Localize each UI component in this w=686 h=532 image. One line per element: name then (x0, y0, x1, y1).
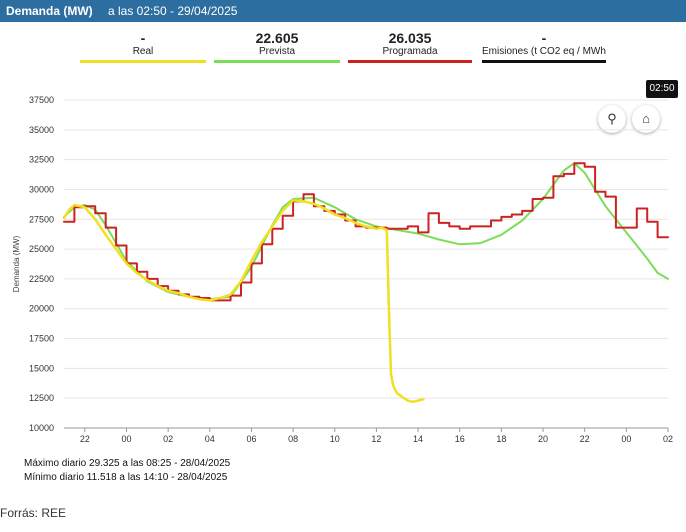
x-tick-label: 00 (621, 434, 631, 444)
legend-item-programada[interactable]: 26.035 Programada (348, 30, 472, 63)
legend-item-real[interactable]: - Real (80, 30, 206, 63)
factory-icon: ⌂ (642, 111, 650, 126)
y-tick-label: 17500 (29, 334, 54, 344)
header-subtitle: a las 02:50 - 29/04/2025 (108, 4, 238, 18)
time-tooltip: 02:50 (646, 80, 678, 98)
y-tick-label: 30000 (29, 184, 54, 194)
wind-turbine-button[interactable]: ⚲ (598, 105, 626, 133)
x-tick-label: 22 (580, 434, 590, 444)
legend-label-real: Real (132, 46, 154, 57)
factory-button[interactable]: ⌂ (632, 105, 660, 133)
x-tick-label: 14 (413, 434, 423, 444)
legend-value-prevista: 22.605 (255, 30, 299, 46)
y-tick-label: 15000 (29, 363, 54, 373)
legend-swatch-programada (348, 60, 472, 63)
legend-item-prevista[interactable]: 22.605 Prevista (214, 30, 340, 63)
x-tick-label: 20 (538, 434, 548, 444)
y-tick-label: 10000 (29, 423, 54, 433)
wind-turbine-icon: ⚲ (607, 111, 617, 126)
x-tick-label: 02 (663, 434, 673, 444)
legend-label-prevista: Prevista (258, 46, 296, 57)
chart-header: Demanda (MW) a las 02:50 - 29/04/2025 (0, 0, 686, 22)
legend-item-emisiones[interactable]: - Emisiones (t CO2 eq / MWh) (482, 30, 606, 63)
legend-value-programada: 26.035 (388, 30, 432, 46)
demand-chart: 10000 12500 15000 17500 20000 22500 25000 27500… (12, 95, 673, 444)
x-tick-label: 06 (246, 434, 256, 444)
legend-swatch-real (80, 60, 206, 63)
x-tick-label: 08 (288, 434, 298, 444)
series-line-real (62, 198, 425, 404)
x-tick-label: 00 (121, 434, 131, 444)
legend-label-emisiones: Emisiones (t CO2 eq / MWh) (482, 46, 606, 57)
y-tick-label: 32500 (29, 155, 54, 165)
x-tick-label: 16 (455, 434, 465, 444)
series-line-programada (63, 162, 669, 302)
y-tick-label: 25000 (29, 244, 54, 254)
legend-swatch-prevista (214, 60, 340, 63)
source-note: Forrás: REE (0, 506, 67, 520)
legend-label-programada: Programada (382, 46, 438, 57)
x-tick-label: 04 (205, 434, 215, 444)
y-tick-label: 12500 (29, 393, 54, 403)
x-tick-label: 12 (371, 434, 381, 444)
y-tick-label: 20000 (29, 304, 54, 314)
x-tick-label: 18 (496, 434, 506, 444)
y-tick-label: 37500 (29, 95, 54, 105)
y-tick-label: 22500 (29, 274, 54, 284)
x-tick-label: 10 (330, 434, 340, 444)
y-axis-label: Demanda (MW) (12, 235, 21, 292)
y-tick-label: 27500 (29, 214, 54, 224)
y-tick-label: 35000 (29, 125, 54, 135)
legend-value-emisiones: - (541, 30, 547, 46)
x-tick-label: 22 (80, 434, 90, 444)
legend-value-real: - (140, 30, 146, 46)
x-tick-label: 02 (163, 434, 173, 444)
daily-max: Máximo diario 29.325 a las 08:25 - 28/04… (24, 458, 231, 469)
header-title: Demanda (MW) (6, 4, 93, 18)
legend-swatch-emisiones (482, 60, 606, 63)
daily-min: Mínimo diario 11.518 a las 14:10 - 28/04… (24, 472, 228, 483)
